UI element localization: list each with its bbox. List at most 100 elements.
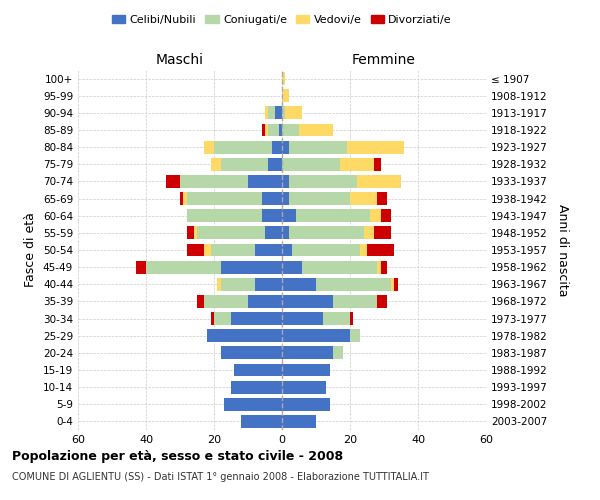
Bar bbox=[333, 295, 377, 308]
Bar bbox=[136, 260, 146, 274]
Bar bbox=[282, 312, 323, 325]
Bar bbox=[265, 124, 268, 136]
Bar bbox=[360, 244, 367, 256]
Bar bbox=[146, 260, 221, 274]
Bar bbox=[282, 90, 289, 102]
Bar bbox=[235, 364, 282, 376]
Bar bbox=[323, 312, 350, 325]
Bar bbox=[211, 158, 221, 170]
Bar bbox=[211, 244, 255, 256]
Text: Femmine: Femmine bbox=[352, 52, 416, 66]
Bar bbox=[217, 278, 221, 290]
Bar bbox=[214, 312, 231, 325]
Bar bbox=[268, 106, 275, 120]
Bar bbox=[289, 192, 350, 205]
Bar bbox=[180, 192, 184, 205]
Bar bbox=[204, 140, 214, 153]
Bar bbox=[374, 226, 391, 239]
Bar bbox=[214, 140, 272, 153]
Bar bbox=[282, 278, 316, 290]
Bar bbox=[302, 260, 377, 274]
Bar bbox=[347, 140, 404, 153]
Bar bbox=[187, 210, 262, 222]
Bar bbox=[211, 312, 214, 325]
Bar bbox=[187, 226, 194, 239]
Bar bbox=[394, 278, 398, 290]
Bar bbox=[377, 260, 380, 274]
Bar bbox=[255, 244, 282, 256]
Bar bbox=[221, 278, 255, 290]
Bar bbox=[248, 295, 282, 308]
Bar bbox=[268, 124, 278, 136]
Text: Maschi: Maschi bbox=[156, 52, 204, 66]
Bar bbox=[282, 415, 316, 428]
Bar bbox=[278, 124, 282, 136]
Bar bbox=[282, 260, 302, 274]
Bar bbox=[377, 295, 388, 308]
Bar bbox=[231, 312, 282, 325]
Bar bbox=[204, 244, 211, 256]
Bar bbox=[262, 124, 265, 136]
Bar bbox=[204, 295, 248, 308]
Bar bbox=[282, 346, 333, 360]
Bar bbox=[282, 210, 296, 222]
Bar bbox=[262, 210, 282, 222]
Bar bbox=[282, 244, 292, 256]
Bar bbox=[282, 106, 286, 120]
Bar bbox=[380, 260, 388, 274]
Bar bbox=[187, 192, 262, 205]
Bar bbox=[282, 364, 329, 376]
Bar bbox=[184, 192, 187, 205]
Bar bbox=[268, 158, 282, 170]
Bar bbox=[282, 330, 350, 342]
Y-axis label: Anni di nascita: Anni di nascita bbox=[556, 204, 569, 296]
Bar bbox=[224, 398, 282, 410]
Bar bbox=[194, 226, 197, 239]
Bar bbox=[282, 158, 340, 170]
Bar bbox=[275, 106, 282, 120]
Bar bbox=[364, 226, 374, 239]
Bar bbox=[316, 278, 391, 290]
Bar bbox=[221, 260, 282, 274]
Bar bbox=[370, 210, 380, 222]
Bar bbox=[231, 380, 282, 394]
Bar bbox=[265, 226, 282, 239]
Bar bbox=[282, 398, 329, 410]
Bar bbox=[374, 158, 380, 170]
Bar bbox=[272, 140, 282, 153]
Y-axis label: Fasce di età: Fasce di età bbox=[25, 212, 37, 288]
Bar bbox=[197, 226, 265, 239]
Bar bbox=[187, 244, 204, 256]
Bar bbox=[289, 226, 364, 239]
Bar bbox=[391, 278, 394, 290]
Bar bbox=[350, 312, 353, 325]
Bar bbox=[340, 158, 374, 170]
Bar bbox=[282, 175, 289, 188]
Bar bbox=[350, 192, 377, 205]
Bar bbox=[255, 278, 282, 290]
Bar bbox=[289, 175, 357, 188]
Bar bbox=[282, 192, 289, 205]
Bar bbox=[262, 192, 282, 205]
Bar bbox=[333, 346, 343, 360]
Bar bbox=[377, 192, 388, 205]
Bar bbox=[282, 380, 326, 394]
Bar bbox=[282, 295, 333, 308]
Bar bbox=[292, 244, 360, 256]
Bar bbox=[166, 175, 180, 188]
Bar bbox=[248, 175, 282, 188]
Bar bbox=[357, 175, 401, 188]
Bar bbox=[207, 330, 282, 342]
Bar bbox=[296, 210, 370, 222]
Bar bbox=[367, 244, 394, 256]
Bar bbox=[282, 140, 289, 153]
Bar bbox=[299, 124, 333, 136]
Bar bbox=[265, 106, 268, 120]
Bar bbox=[350, 330, 360, 342]
Text: Popolazione per età, sesso e stato civile - 2008: Popolazione per età, sesso e stato civil… bbox=[12, 450, 343, 463]
Bar bbox=[282, 72, 286, 85]
Bar bbox=[197, 295, 204, 308]
Legend: Celibi/Nubili, Coniugati/e, Vedovi/e, Divorziati/e: Celibi/Nubili, Coniugati/e, Vedovi/e, Di… bbox=[107, 10, 457, 29]
Bar bbox=[286, 106, 302, 120]
Bar bbox=[282, 124, 299, 136]
